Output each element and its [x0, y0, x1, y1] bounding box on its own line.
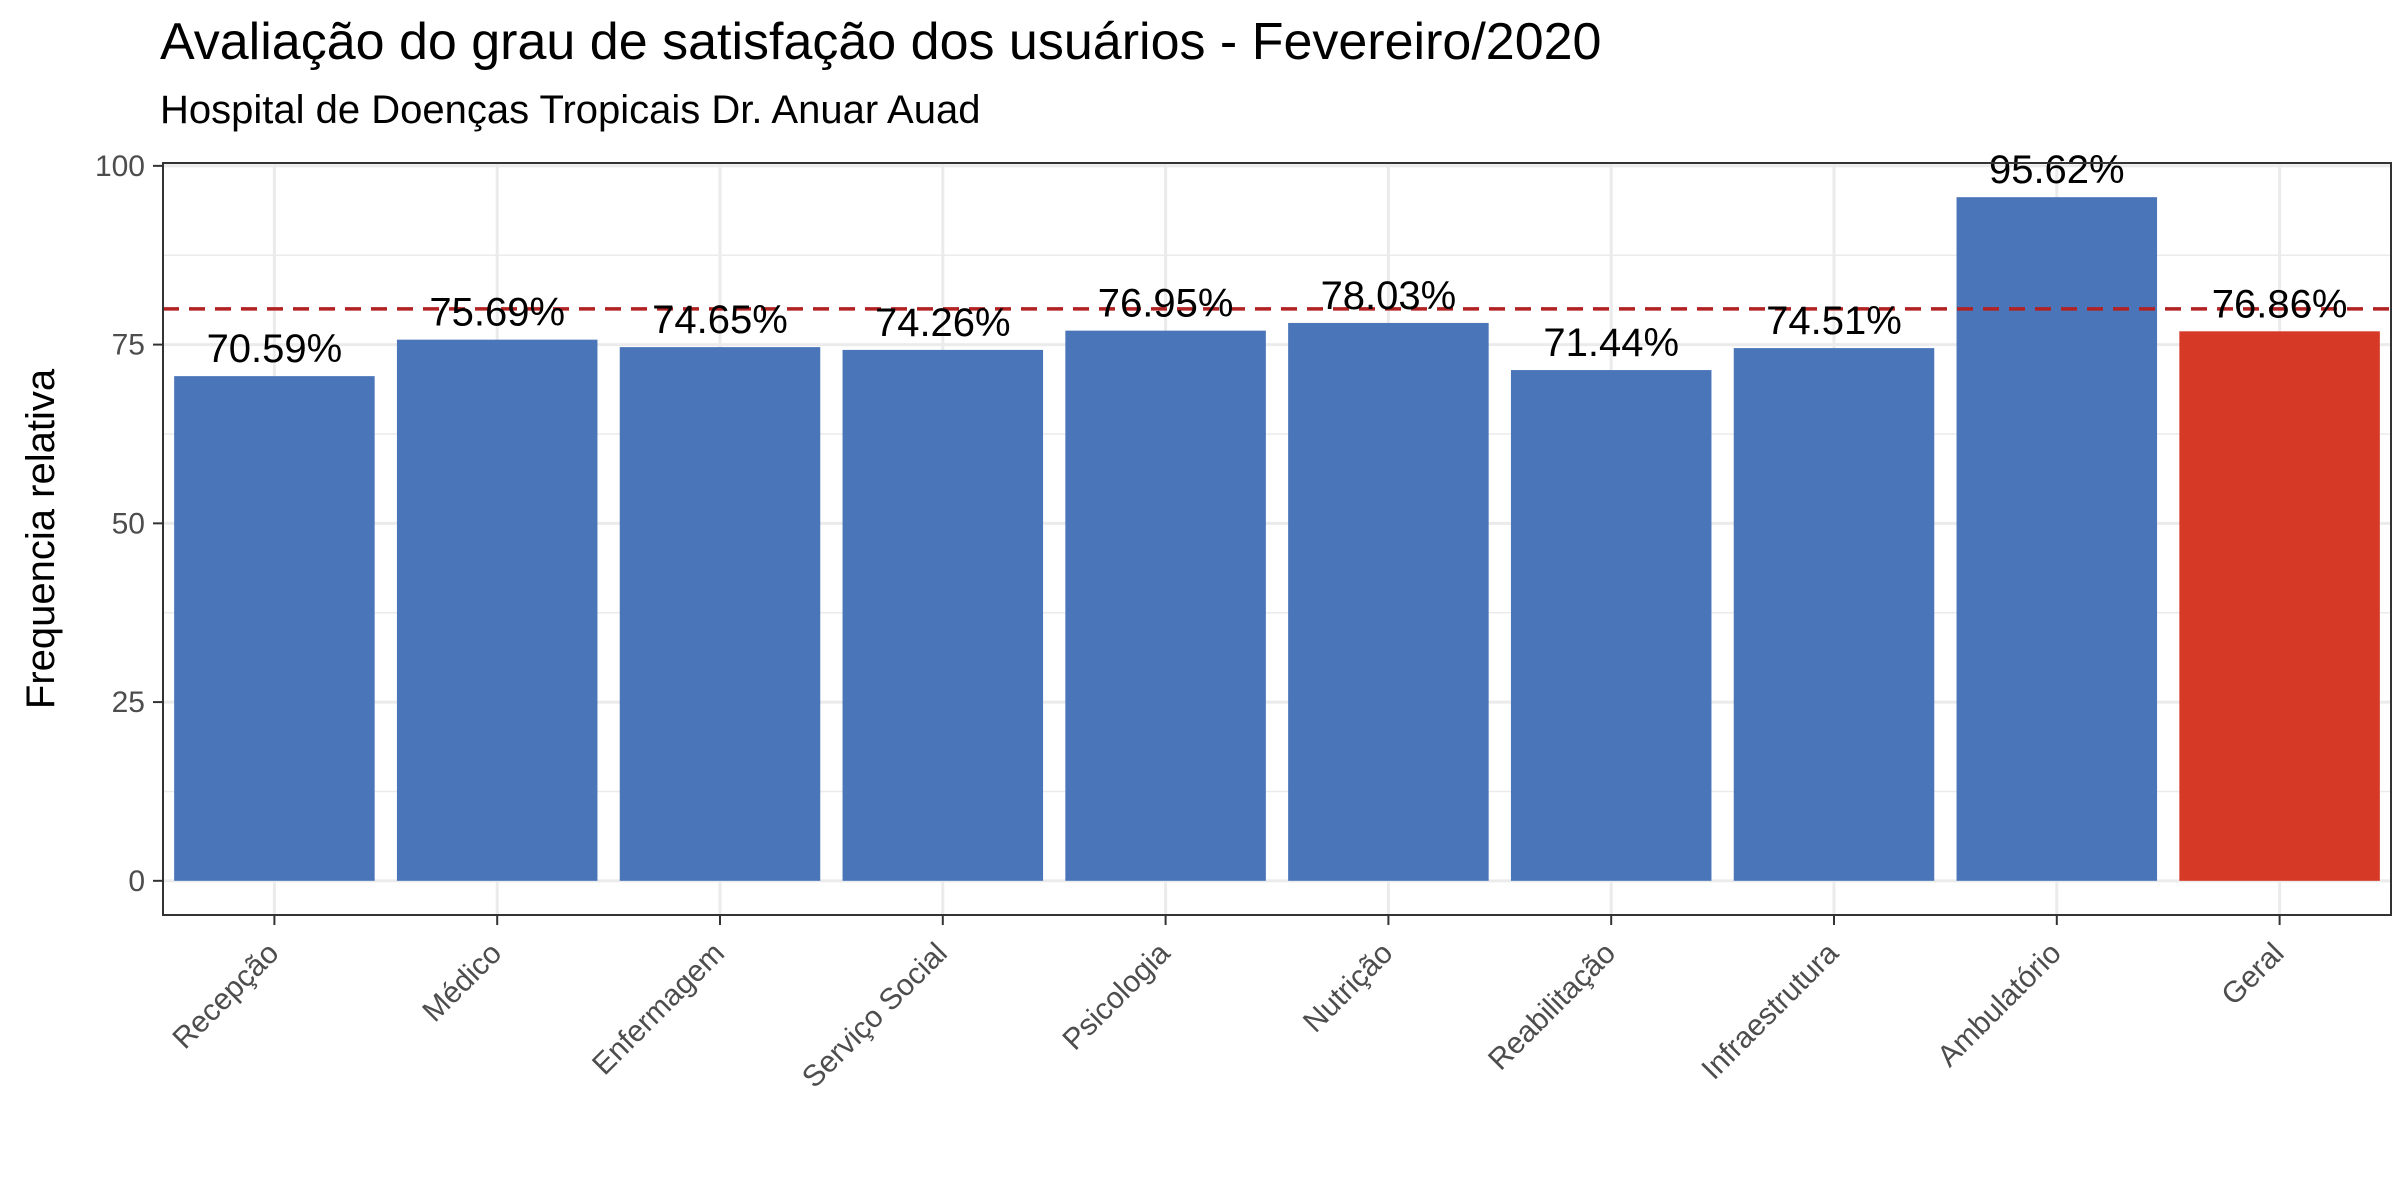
- y-axis-label: Frequencia relativa: [19, 368, 63, 709]
- bar: [2179, 331, 2380, 881]
- data-label: 70.59%: [207, 327, 343, 371]
- bar: [1065, 330, 1266, 881]
- bar: [1288, 322, 1489, 881]
- x-tick-label: Psicologia: [1057, 936, 1177, 1056]
- y-tick-label: 50: [112, 507, 145, 540]
- data-label: 74.26%: [875, 301, 1011, 345]
- x-tick-label: Recepção: [166, 937, 285, 1056]
- data-label: 76.95%: [1098, 282, 1234, 326]
- x-tick-label: Serviço Social: [796, 937, 954, 1095]
- x-tick-label: Médico: [416, 937, 508, 1029]
- y-tick-label: 0: [128, 865, 145, 898]
- bar: [174, 376, 375, 881]
- bar: [1510, 370, 1712, 881]
- panel-border: [162, 162, 2392, 916]
- bar: [842, 349, 1044, 881]
- bar: [1733, 348, 1935, 881]
- chart-title: Avaliação do grau de satisfação dos usuá…: [160, 13, 1602, 71]
- x-tick-label: Geral: [2215, 937, 2290, 1012]
- data-label: 71.44%: [1543, 321, 1679, 365]
- bar: [619, 347, 821, 881]
- data-label: 75.69%: [429, 291, 565, 335]
- data-label: 95.62%: [1989, 148, 2125, 192]
- chart-subtitle: Hospital de Doenças Tropicais Dr. Anuar …: [160, 88, 981, 132]
- data-label: 78.03%: [1321, 274, 1457, 318]
- bars-layer: [174, 197, 2380, 881]
- y-tick-label: 75: [112, 329, 145, 362]
- data-labels-layer: 70.59% 75.69% 74.65% 74.26% 76.95% 78.03% 71.4…: [207, 148, 2348, 371]
- y-tick-label: 25: [112, 686, 145, 719]
- data-label: 74.51%: [1766, 299, 1902, 343]
- x-tick-label: Enfermagem: [586, 937, 731, 1082]
- bar: [1956, 197, 2158, 881]
- data-label: 74.65%: [652, 298, 788, 342]
- x-tick-label: Reabilitação: [1482, 937, 1622, 1077]
- bar: [396, 339, 598, 881]
- y-tick-label: 100: [95, 150, 145, 183]
- x-tick-label: Infraestrutura: [1695, 936, 1845, 1086]
- x-tick-label: Ambulatório: [1931, 937, 2068, 1074]
- x-tick-label: Nutrição: [1297, 937, 1399, 1039]
- data-label: 76.86%: [2212, 282, 2348, 326]
